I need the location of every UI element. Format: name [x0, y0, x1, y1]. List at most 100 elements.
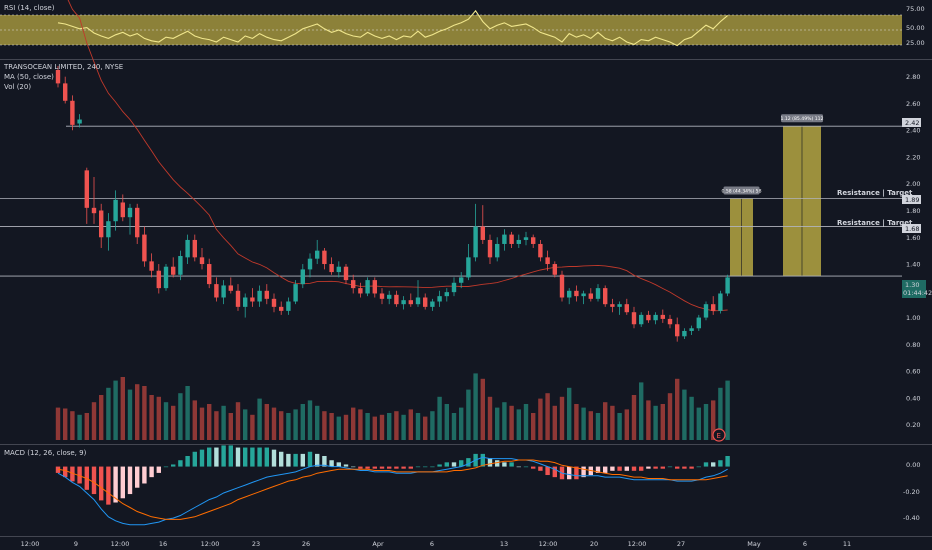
volume-bar-18	[185, 386, 190, 440]
candle-30	[271, 293, 277, 313]
macd-hist-bar-34	[300, 453, 305, 467]
macd-hist-bar-37	[322, 456, 327, 467]
macd-hist-bar-19	[192, 451, 197, 467]
current-price-tag: 1.30 01:44:42	[902, 280, 932, 298]
volume-bar-23	[221, 405, 226, 440]
candle-body-25	[235, 290, 241, 307]
volume-bar-8	[113, 380, 118, 440]
time-axis-label-10: 12:00	[539, 540, 558, 548]
candle-84	[660, 309, 665, 323]
macd-hist-bar-75	[595, 466, 601, 473]
macd-hist-bar-0	[55, 466, 61, 473]
candle-body-73	[581, 293, 586, 297]
macd-hist-bar-72	[574, 466, 579, 480]
ma-line	[67, 0, 728, 312]
volume-bar-52	[430, 411, 435, 440]
macd-hist-bar-57	[466, 458, 471, 467]
volume-bar-36	[315, 405, 320, 440]
macd-hist-bar-84	[660, 466, 665, 469]
macd-hist-bar-27	[250, 447, 255, 467]
macd-hist-bar-10	[127, 466, 133, 495]
macd-hist-bar-20	[199, 449, 205, 467]
macd-hist-bar-23	[221, 445, 226, 467]
candle-body-12	[142, 234, 147, 262]
volume-bar-53	[437, 396, 442, 440]
candle-88	[689, 325, 694, 335]
candle-body-29	[264, 290, 269, 299]
macd-hist-bar-32	[286, 453, 291, 467]
volume-bar-1	[63, 408, 68, 440]
candle-body-19	[192, 239, 197, 258]
volume-bar-69	[552, 405, 557, 440]
candle-body-61	[495, 243, 500, 258]
candle-90	[703, 301, 709, 321]
volume-bar-46	[387, 413, 392, 440]
volume-bar-4	[84, 413, 89, 440]
candle-body-13	[149, 261, 154, 271]
time-axis-label-14: May	[747, 540, 761, 548]
macd-hist-bar-25	[235, 447, 241, 467]
macd-hist-bar-85	[667, 466, 673, 468]
volume-bar-25	[235, 402, 241, 440]
macd-hist-bar-71	[567, 466, 572, 480]
volume-bar-15	[163, 402, 169, 440]
price-legend-vol: Vol (20)	[4, 83, 31, 91]
candle-body-32	[286, 301, 291, 311]
volume-bar-5	[91, 402, 97, 440]
candle-body-18	[185, 239, 190, 258]
candle-8	[113, 190, 118, 231]
candle-body-20	[199, 257, 205, 265]
volume-bar-58	[473, 373, 478, 440]
candle-86	[675, 317, 680, 342]
volume-bar-13	[149, 395, 154, 440]
annotation-resistance-2: Resistance | Target	[837, 219, 913, 228]
volume-bar-92	[718, 387, 723, 440]
candle-body-53	[437, 296, 442, 302]
signal-line	[57, 459, 728, 520]
candle-23	[221, 280, 226, 305]
candle-body-47	[394, 294, 399, 305]
volume-bar-93	[725, 380, 730, 440]
macd-hist-bar-82	[646, 466, 651, 469]
candle-91	[711, 296, 716, 315]
candle-26	[243, 293, 248, 318]
earnings-marker[interactable]: E	[712, 428, 726, 442]
price-axis: 2.802.602.402.202.001.801.601.401.201.00…	[906, 73, 920, 429]
macd-hist-bar-89	[696, 466, 701, 468]
price-axis-label-11: 0.60	[906, 368, 920, 376]
candle-56	[459, 272, 464, 289]
candle-47	[394, 290, 399, 307]
volume-bar-68	[545, 393, 550, 440]
candle-33	[293, 280, 298, 305]
candle-body-62	[502, 234, 507, 244]
price-axis-label-12: 0.40	[906, 394, 920, 402]
candle-body-43	[365, 280, 370, 294]
candle-12	[142, 226, 147, 267]
volume-bar-60	[487, 396, 493, 440]
volume-bar-78	[617, 413, 622, 440]
candle-body-63	[509, 234, 514, 244]
macd-hist-bar-83	[653, 466, 658, 469]
macd-hist-bar-81	[639, 466, 644, 471]
macd-hist-bar-15	[163, 466, 169, 468]
candle-60	[487, 234, 493, 265]
candle-body-88	[689, 328, 694, 331]
volume-bar-88	[689, 396, 694, 440]
time-axis-label-11: 20	[590, 540, 598, 548]
candle-67	[538, 239, 543, 262]
candle-body-55	[451, 282, 457, 293]
candle-53	[437, 290, 442, 307]
macd-hist-bar-38	[329, 460, 334, 467]
candle-40	[343, 264, 349, 285]
candle-body-68	[545, 257, 550, 265]
annotation-resistance-1: Resistance | Target	[837, 189, 913, 198]
candle-body-51	[423, 297, 428, 307]
candle-body-83	[653, 314, 658, 321]
macd-hist-bar-65	[523, 466, 529, 468]
macd-hist-bar-11	[135, 466, 140, 488]
level-tag-189: 1.89	[902, 195, 921, 204]
macd-hist-bar-42	[358, 466, 363, 469]
candle-35	[307, 253, 313, 278]
candle-50	[415, 280, 421, 307]
candle-25	[235, 284, 241, 311]
